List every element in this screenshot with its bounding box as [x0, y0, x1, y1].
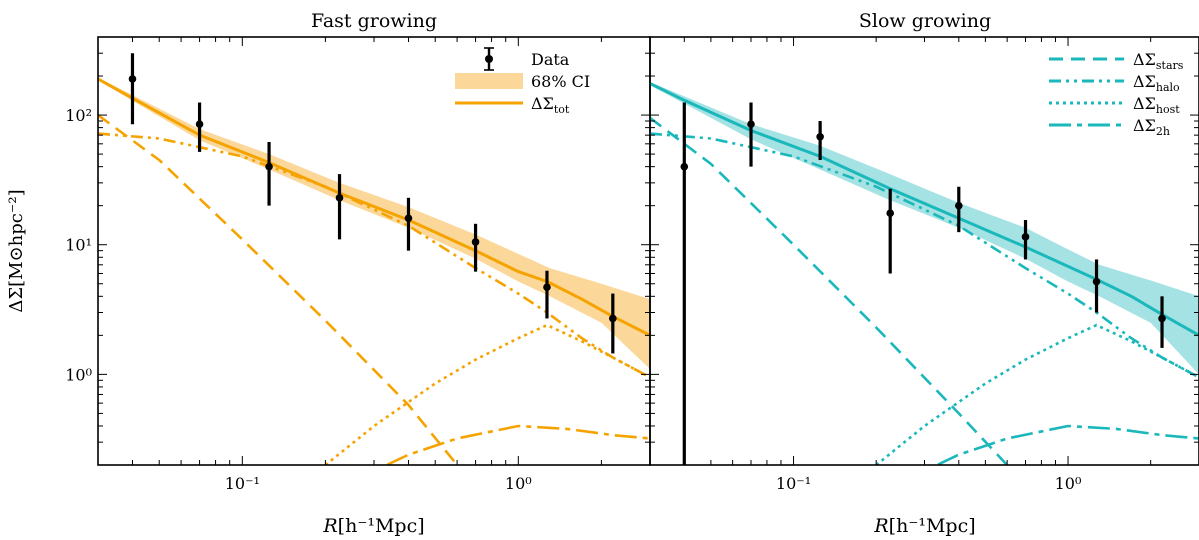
data-point: [954, 201, 963, 210]
x-tick-label: 10⁰: [1055, 474, 1082, 493]
legend-label: ΔΣtot: [531, 94, 570, 116]
data-point: [1021, 233, 1030, 241]
y-tick-label: 10¹: [65, 236, 92, 255]
x-axis-label-fast: R[h⁻¹Mpc]: [322, 515, 424, 537]
series-stars-line: [650, 116, 1009, 465]
panel-slow-growing: Slow growing 10⁻¹ 10⁰ ΔΣstarsΔΣhaloΔΣhost…: [649, 10, 1199, 537]
legend-entry-host: ΔΣhost: [1049, 94, 1180, 116]
legend-label: ΔΣ2h: [1133, 116, 1170, 138]
series-twoh-line: [383, 424, 650, 465]
x-tick-label: 10⁻¹: [776, 474, 811, 493]
data-point: [609, 314, 617, 323]
legend-entry-twoh: ΔΣ2h: [1049, 116, 1170, 138]
panel-title-slow-growing: Slow growing: [859, 10, 991, 32]
legend-label: 68% CI: [531, 72, 590, 91]
data-point: [128, 75, 137, 83]
legend-entry-stars: ΔΣstars: [1049, 50, 1184, 72]
y-tick-label: 10²: [65, 106, 92, 125]
series-host-line: [875, 323, 1199, 465]
plot-frame-slow: [649, 36, 1199, 466]
panel-fast-growing: Fast growing 10⁻¹ 10⁰ 10⁰ 10¹ 10² Data 68% CI…: [65, 10, 651, 537]
legend-entry-data: Data: [484, 47, 570, 71]
data-point: [1092, 277, 1101, 286]
data-point: [335, 194, 344, 202]
series-halo-line: [650, 132, 1199, 379]
data-point: [195, 120, 204, 129]
data-point: [543, 283, 551, 292]
legend-label: ΔΣstars: [1133, 50, 1184, 72]
legend-band-swatch: [455, 73, 523, 89]
legend-label: ΔΣhost: [1133, 94, 1180, 116]
series-twoh-line: [933, 424, 1199, 465]
data-point: [1158, 314, 1166, 323]
legend-point-icon: [485, 55, 493, 63]
x-axis-label-slow: R[h⁻¹Mpc]: [873, 515, 975, 537]
series-tot-line: [98, 77, 650, 337]
x-tick-label: 10⁻¹: [225, 474, 260, 493]
data-point: [816, 132, 824, 141]
series-host-line: [324, 323, 650, 465]
series-stars-line: [98, 114, 459, 465]
plot-frame-fast: [97, 36, 651, 466]
series-tot-line: [650, 82, 1199, 337]
x-tick-label: 10⁰: [505, 474, 532, 493]
data-point: [404, 214, 413, 223]
data-point: [886, 209, 895, 218]
y-axis-label: ΔΣ[M⊙hpc⁻²]: [6, 189, 27, 312]
data-point: [747, 120, 755, 129]
ci-band: [98, 77, 650, 369]
legend-entry-halo: ΔΣhalo: [1049, 72, 1180, 94]
series-halo-line: [98, 132, 650, 379]
legend-entry-ci: 68% CI: [455, 72, 590, 91]
legend-label: ΔΣhalo: [1133, 72, 1180, 94]
panel-title-fast-growing: Fast growing: [311, 10, 437, 32]
legend-entry-tot: ΔΣtot: [455, 94, 570, 116]
legend-label: Data: [531, 50, 570, 69]
data-point: [471, 238, 480, 246]
data-point: [680, 162, 689, 171]
data-point: [265, 162, 273, 171]
y-tick-label: 10⁰: [65, 365, 92, 384]
legend-fast-growing: Data 68% CI ΔΣtot: [455, 47, 590, 116]
